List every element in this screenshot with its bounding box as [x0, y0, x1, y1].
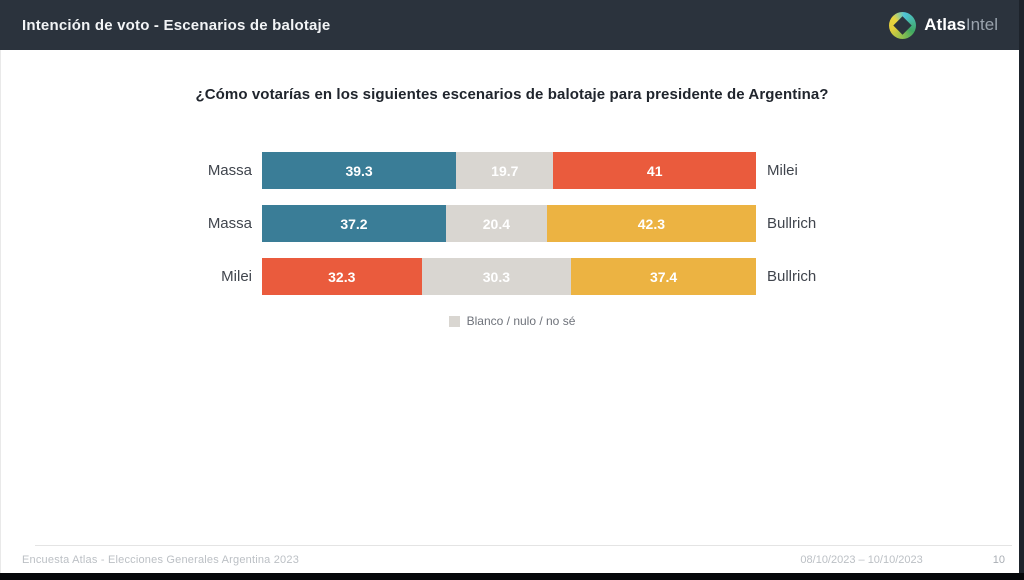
bar-segment-milei: 41: [553, 152, 756, 189]
legend-label: Blanco / nulo / no sé: [466, 314, 576, 328]
segment-value: 20.4: [482, 215, 510, 232]
brand-name-bold: Atlas: [924, 15, 966, 34]
footer-source-text: Encuesta Atlas - Elecciones Generales Ar…: [22, 554, 300, 566]
atlasintel-logo: AtlasIntel: [889, 11, 1002, 39]
footer-page-number: 10: [992, 554, 1005, 566]
slide-content: ¿Cómo votarías en los siguientes escenar…: [0, 50, 1024, 328]
candidate-label-right: Milei: [767, 162, 798, 179]
bar-segment-bullrich: 37.4: [571, 258, 756, 295]
brand-name-light: Intel: [965, 15, 998, 34]
segment-value: 42.3: [637, 215, 666, 232]
segment-value: 41: [646, 162, 663, 179]
candidate-label-right: Bullrich: [767, 215, 817, 232]
ballotage-chart: Massa 39.3 19.7 41 Milei Massa 37.2 20.4…: [0, 152, 1024, 328]
bar-row-massa-milei: Massa 39.3 19.7 41 Milei: [0, 152, 1024, 189]
segment-value: 37.4: [649, 268, 678, 285]
segment-value: 19.7: [491, 162, 519, 179]
segment-value: 37.2: [340, 215, 368, 232]
logo-diamond-shape: [893, 15, 912, 35]
bar-segment-blank: 30.3: [421, 258, 572, 295]
bar-segment-bullrich: 42.3: [546, 205, 756, 242]
footer-divider: [35, 545, 1012, 546]
bar-segment-massa: 39.3: [262, 152, 457, 189]
segment-value: 30.3: [482, 268, 510, 285]
bar-segment-massa: 37.2: [262, 205, 446, 242]
left-edge-line: [0, 50, 1, 573]
segment-value: 39.3: [345, 162, 373, 179]
footer-date-range: 08/10/2023 – 10/10/2023: [800, 554, 923, 566]
right-edge-strip: [1019, 0, 1024, 580]
atlasintel-logo-icon: [889, 11, 917, 39]
chart-legend: Blanco / nulo / no sé: [0, 314, 1024, 328]
candidate-label-left: Massa: [207, 215, 252, 232]
bar-row-massa-bullrich: Massa 37.2 20.4 42.3 Bullrich: [0, 205, 1024, 242]
stacked-bar: 39.3 19.7 41: [262, 152, 756, 189]
legend-swatch: [448, 315, 460, 327]
header-title: Intención de voto - Escenarios de balota…: [22, 16, 331, 34]
bar-segment-milei: 32.3: [262, 258, 422, 295]
segment-value: 32.3: [328, 268, 356, 285]
bottom-edge-bar: [0, 573, 1024, 580]
stacked-bar: 37.2 20.4 42.3: [262, 205, 756, 242]
question-title: ¿Cómo votarías en los siguientes escenar…: [195, 86, 829, 103]
candidate-label-right: Bullrich: [767, 268, 817, 285]
atlasintel-wordmark: AtlasIntel: [924, 15, 998, 35]
bar-row-milei-bullrich: Milei 32.3 30.3 37.4 Bullrich: [0, 258, 1024, 295]
footer: Encuesta Atlas - Elecciones Generales Ar…: [22, 554, 1005, 566]
header-bar: Intención de voto - Escenarios de balota…: [0, 0, 1024, 50]
bar-segment-blank: 20.4: [445, 205, 547, 242]
stacked-bar: 32.3 30.3 37.4: [262, 258, 756, 295]
candidate-label-left: Milei: [221, 268, 252, 285]
bar-segment-blank: 19.7: [456, 152, 554, 189]
candidate-label-left: Massa: [207, 162, 252, 179]
